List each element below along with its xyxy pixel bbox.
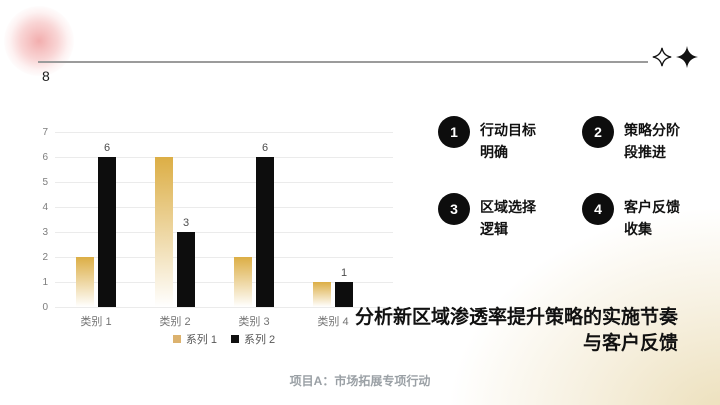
bar-chart: 0 1 2 3 4 5 6 7 6 类别 1 3 类别 2 6 类别 3 1 类别 4 系列 1 系列 2 xyxy=(30,125,405,347)
bar-data-label: 3 xyxy=(182,217,190,229)
y-axis-tick: 4 xyxy=(42,202,48,213)
chart-legend: 系列 1 系列 2 xyxy=(55,331,393,347)
bar-系列 1-类别 1 xyxy=(76,257,94,307)
y-axis-tick: 6 xyxy=(42,152,48,163)
page-number: 8 xyxy=(42,68,50,84)
sparkle-filled-icon xyxy=(676,46,698,68)
y-axis-tick: 5 xyxy=(42,177,48,188)
y-axis-tick: 3 xyxy=(42,227,48,238)
x-axis-category-label: 类别 4 xyxy=(317,316,349,328)
x-axis-category-label: 类别 3 xyxy=(238,316,270,328)
legend-swatch xyxy=(231,335,239,343)
legend-label: 系列 1 xyxy=(185,334,217,346)
bar-data-label: 1 xyxy=(340,267,348,279)
y-axis-tick: 7 xyxy=(42,127,48,138)
bar-系列 2-类别 1 xyxy=(98,157,116,307)
step-number-badge: 3 xyxy=(438,193,470,226)
step-item-3: 3 区域选择逻辑 xyxy=(438,193,566,240)
gridline xyxy=(55,207,393,208)
step-label: 区域选择逻辑 xyxy=(480,199,536,238)
steps-grid: 1 行动目标明确 2 策略分阶段推进 3 区域选择逻辑 4 客户反馈收集 xyxy=(438,116,710,241)
gridline xyxy=(55,182,393,183)
legend-label: 系列 2 xyxy=(244,334,276,346)
bar-系列 2-类别 4 xyxy=(335,282,353,307)
legend-swatch xyxy=(172,335,181,343)
gridline xyxy=(55,157,393,158)
bar-data-label: 6 xyxy=(261,142,269,154)
step-label: 行动目标明确 xyxy=(480,122,536,160)
gridline xyxy=(55,282,393,283)
x-axis-category-label: 类别 2 xyxy=(159,316,191,328)
step-item-4: 4 客户反馈收集 xyxy=(582,193,710,240)
header-divider xyxy=(38,61,648,63)
pink-blob-decoration xyxy=(4,6,74,76)
bar-系列 1-类别 2 xyxy=(155,157,173,307)
step-label: 策略分阶段推进 xyxy=(624,122,680,160)
bar-系列 2-类别 2 xyxy=(177,232,195,307)
gridline xyxy=(55,132,393,133)
x-axis-category-label: 类别 1 xyxy=(80,316,112,328)
bar-data-label: 6 xyxy=(103,142,111,154)
slide-footer: 项目A：市场拓展专项行动 xyxy=(289,374,431,388)
y-axis-tick: 0 xyxy=(42,302,48,313)
y-axis-tick: 2 xyxy=(42,252,48,263)
gridline xyxy=(55,307,393,308)
bar-系列 1-类别 4 xyxy=(313,282,331,307)
sparkle-outline-icon xyxy=(652,47,672,67)
legend-item: 系列 2 xyxy=(231,331,275,347)
y-axis-tick: 1 xyxy=(42,277,48,288)
bar-系列 2-类别 3 xyxy=(256,157,274,307)
gridline xyxy=(55,257,393,258)
bar-系列 1-类别 3 xyxy=(234,257,252,307)
sparkle-decoration xyxy=(652,46,698,68)
step-number-badge: 4 xyxy=(582,193,614,226)
step-number-badge: 1 xyxy=(438,116,470,148)
gridline xyxy=(55,232,393,233)
step-item-2: 2 策略分阶段推进 xyxy=(582,116,710,163)
step-item-1: 1 行动目标明确 xyxy=(438,116,566,163)
slide-title: 分析新区域渗透率提升策略的实施节奏与客户反馈 xyxy=(354,307,678,354)
step-label: 客户反馈收集 xyxy=(624,199,680,238)
legend-item: 系列 1 xyxy=(172,331,217,347)
step-number-badge: 2 xyxy=(582,116,614,148)
